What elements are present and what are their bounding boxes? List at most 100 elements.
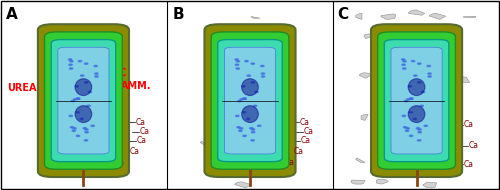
Polygon shape xyxy=(376,180,388,184)
Circle shape xyxy=(406,99,410,100)
Circle shape xyxy=(237,127,240,128)
Circle shape xyxy=(242,112,246,113)
Polygon shape xyxy=(208,48,222,53)
Circle shape xyxy=(404,100,407,102)
Circle shape xyxy=(240,128,243,129)
Text: B: B xyxy=(173,7,184,22)
Text: Ca: Ca xyxy=(115,158,125,167)
Polygon shape xyxy=(274,131,287,136)
FancyBboxPatch shape xyxy=(204,24,296,177)
Circle shape xyxy=(406,130,408,131)
Polygon shape xyxy=(429,13,446,19)
Circle shape xyxy=(402,115,406,116)
Circle shape xyxy=(251,82,254,83)
Circle shape xyxy=(83,128,86,129)
Circle shape xyxy=(240,99,244,100)
Ellipse shape xyxy=(75,106,92,123)
Polygon shape xyxy=(463,16,476,18)
Circle shape xyxy=(408,86,412,87)
Circle shape xyxy=(94,73,98,74)
Circle shape xyxy=(247,75,250,76)
Text: UREA: UREA xyxy=(8,82,37,93)
Circle shape xyxy=(410,98,413,99)
Polygon shape xyxy=(351,180,365,184)
FancyBboxPatch shape xyxy=(58,47,109,154)
Circle shape xyxy=(235,59,238,60)
Circle shape xyxy=(74,99,76,100)
Circle shape xyxy=(88,91,92,93)
Polygon shape xyxy=(452,37,462,39)
Polygon shape xyxy=(359,73,373,78)
Polygon shape xyxy=(452,77,469,83)
FancyBboxPatch shape xyxy=(51,40,116,162)
Text: AMM.: AMM. xyxy=(120,81,151,91)
Polygon shape xyxy=(364,34,377,39)
Circle shape xyxy=(236,115,239,116)
Circle shape xyxy=(251,63,254,64)
FancyBboxPatch shape xyxy=(224,47,276,154)
Circle shape xyxy=(91,125,94,127)
Circle shape xyxy=(243,135,246,136)
Text: Ca: Ca xyxy=(140,127,149,136)
Circle shape xyxy=(254,105,257,106)
Circle shape xyxy=(245,60,248,62)
Circle shape xyxy=(76,135,80,136)
Circle shape xyxy=(68,59,72,60)
Circle shape xyxy=(403,61,406,62)
Polygon shape xyxy=(450,123,463,129)
Polygon shape xyxy=(234,182,252,188)
Circle shape xyxy=(251,140,254,141)
Circle shape xyxy=(418,82,421,83)
Circle shape xyxy=(252,129,254,130)
Text: Ca: Ca xyxy=(300,136,310,145)
Circle shape xyxy=(70,61,73,62)
Circle shape xyxy=(246,118,250,120)
Circle shape xyxy=(250,128,253,129)
Circle shape xyxy=(255,91,258,93)
Polygon shape xyxy=(361,114,368,120)
Text: Ca: Ca xyxy=(136,118,145,127)
Polygon shape xyxy=(200,141,209,146)
Circle shape xyxy=(260,65,264,67)
FancyBboxPatch shape xyxy=(38,24,129,177)
Circle shape xyxy=(409,112,412,113)
Circle shape xyxy=(252,132,255,133)
Polygon shape xyxy=(356,13,362,19)
FancyBboxPatch shape xyxy=(218,40,282,162)
Circle shape xyxy=(418,140,421,141)
Circle shape xyxy=(78,60,82,62)
Ellipse shape xyxy=(75,79,92,96)
Polygon shape xyxy=(270,39,286,44)
Text: Ca: Ca xyxy=(300,118,310,127)
Ellipse shape xyxy=(408,106,425,123)
Circle shape xyxy=(410,135,413,136)
Text: Ca: Ca xyxy=(464,120,474,129)
Circle shape xyxy=(72,130,76,131)
Circle shape xyxy=(84,82,88,83)
Circle shape xyxy=(406,128,409,129)
Circle shape xyxy=(236,64,238,65)
Circle shape xyxy=(262,76,264,77)
Polygon shape xyxy=(408,10,424,15)
Circle shape xyxy=(404,127,407,128)
Polygon shape xyxy=(356,158,365,163)
Circle shape xyxy=(95,76,98,77)
Text: Ca: Ca xyxy=(304,127,314,136)
Circle shape xyxy=(410,98,413,100)
Text: Ca: Ca xyxy=(464,160,474,169)
Circle shape xyxy=(71,100,74,102)
Ellipse shape xyxy=(408,79,425,96)
Circle shape xyxy=(427,65,430,67)
Text: Ca: Ca xyxy=(136,136,146,145)
Circle shape xyxy=(418,129,421,130)
Circle shape xyxy=(236,68,240,69)
Circle shape xyxy=(80,118,83,120)
Ellipse shape xyxy=(242,106,258,123)
Circle shape xyxy=(75,86,78,87)
Polygon shape xyxy=(450,162,460,167)
Text: A: A xyxy=(6,7,18,22)
Ellipse shape xyxy=(242,79,258,96)
Circle shape xyxy=(73,128,76,129)
Circle shape xyxy=(84,140,87,141)
Polygon shape xyxy=(381,14,396,19)
